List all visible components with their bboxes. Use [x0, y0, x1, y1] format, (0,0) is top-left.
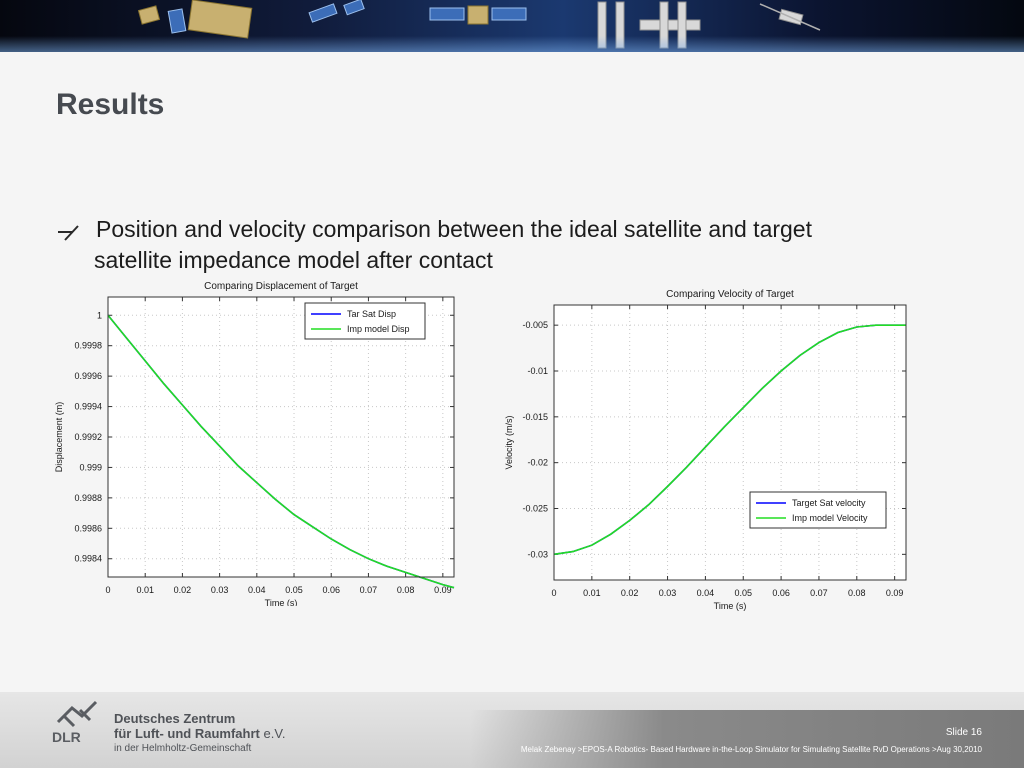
- x-tick-label: 0.02: [621, 588, 639, 598]
- dlr-wordmark: DLR: [52, 729, 81, 745]
- y-tick-label: 0.999: [79, 462, 102, 472]
- footer: [0, 692, 1024, 768]
- y-tick-label: -0.03: [527, 549, 548, 559]
- org-affiliation: in der Helmholtz-Gemeinschaft: [114, 743, 252, 754]
- axes-box: [107, 296, 455, 578]
- legend-label-2: Imp model Disp: [347, 324, 410, 334]
- header-banner: [0, 0, 1024, 52]
- bullet-line-1: Position and velocity comparison between…: [96, 216, 812, 242]
- displacement-chart: Comparing Displacement of Target 0 0.01 0.0…: [54, 281, 455, 606]
- y-tick-label: 0.9996: [74, 371, 102, 381]
- x-tick-label: 0.01: [583, 588, 601, 598]
- legend: Target Sat velocity Imp model Velocity: [749, 491, 887, 529]
- y-tick-label: 0.9998: [74, 341, 102, 351]
- legend-label-1: Target Sat velocity: [792, 498, 866, 508]
- y-tick-label: -0.015: [522, 412, 548, 422]
- velocity-chart: Comparing Velocity of Target 0 0.01 0.02 0.0…: [504, 289, 907, 611]
- legend: Tar Sat Disp Imp model Disp: [304, 302, 426, 340]
- slide-title: Results: [56, 88, 165, 121]
- x-tick-label: 0.03: [211, 585, 229, 595]
- x-tick-label: 0.05: [734, 588, 752, 598]
- y-axis-label: Displacement (m): [54, 402, 64, 473]
- y-tick-label: -0.02: [527, 458, 548, 468]
- x-tick-label: 0.02: [174, 585, 192, 595]
- x-tick-label: 0.07: [360, 585, 378, 595]
- arrow-right-up-icon: [58, 225, 79, 241]
- x-axis-label: Time (s): [265, 598, 298, 606]
- x-tick-label: 0.04: [248, 585, 266, 595]
- x-tick-label: 0.01: [136, 585, 154, 595]
- y-tick-label: 0.9988: [74, 493, 102, 503]
- y-tick-label: 0.9992: [74, 432, 102, 442]
- x-tick-label: 0.08: [397, 585, 415, 595]
- y-tick-label: 1: [97, 310, 102, 320]
- chart-title: Comparing Velocity of Target: [666, 289, 794, 300]
- slide-number: Slide 16: [945, 727, 982, 738]
- bullet-text: Position and velocity comparison between…: [94, 214, 926, 276]
- y-tick-label: -0.005: [522, 320, 548, 330]
- legend-label-1: Tar Sat Disp: [347, 309, 396, 319]
- y-tick-label: 0.9986: [74, 523, 102, 533]
- x-tick-label: 0.05: [285, 585, 303, 595]
- y-tick-label: 0.9984: [74, 554, 102, 564]
- org-name-line-2-main: für Luft- und Raumfahrt: [114, 726, 260, 741]
- y-tick-label: 0.9994: [74, 402, 102, 412]
- x-tick-label: 0: [551, 588, 556, 598]
- x-tick-label: 0.03: [659, 588, 677, 598]
- satellite-banner-image: [137, 0, 821, 49]
- chart-title: Comparing Displacement of Target: [204, 281, 358, 292]
- plot-area: [554, 305, 906, 580]
- footer-citation: Melak Zebenay >EPOS-A Robotics- Based Ha…: [520, 745, 982, 754]
- x-tick-label: 0.09: [434, 585, 452, 595]
- series-line-2: [107, 314, 455, 589]
- org-name-line-2: für Luft- und Raumfahrt e.V.: [114, 726, 285, 741]
- legend-label-2: Imp model Velocity: [792, 513, 868, 523]
- series-line-2: [553, 324, 906, 556]
- x-tick-label: 0.08: [848, 588, 866, 598]
- dlr-logo-icon: [56, 700, 98, 728]
- x-tick-label: 0.07: [810, 588, 828, 598]
- org-name-suffix: e.V.: [263, 726, 286, 741]
- x-tick-label: 0.06: [322, 585, 340, 595]
- x-tick-label: 0: [105, 585, 110, 595]
- y-tick-label: -0.025: [522, 504, 548, 514]
- y-axis-label: Velocity (m/s): [504, 415, 514, 469]
- axes-box: [553, 304, 907, 581]
- y-tick-label: -0.01: [527, 366, 548, 376]
- org-name-line-1: Deutsches Zentrum: [114, 711, 236, 726]
- x-tick-label: 0.06: [772, 588, 790, 598]
- bullet-line-2: satellite impedance model after contact: [94, 247, 493, 273]
- x-tick-label: 0.09: [886, 588, 904, 598]
- x-tick-label: 0.04: [697, 588, 715, 598]
- x-axis-label: Time (s): [714, 601, 747, 611]
